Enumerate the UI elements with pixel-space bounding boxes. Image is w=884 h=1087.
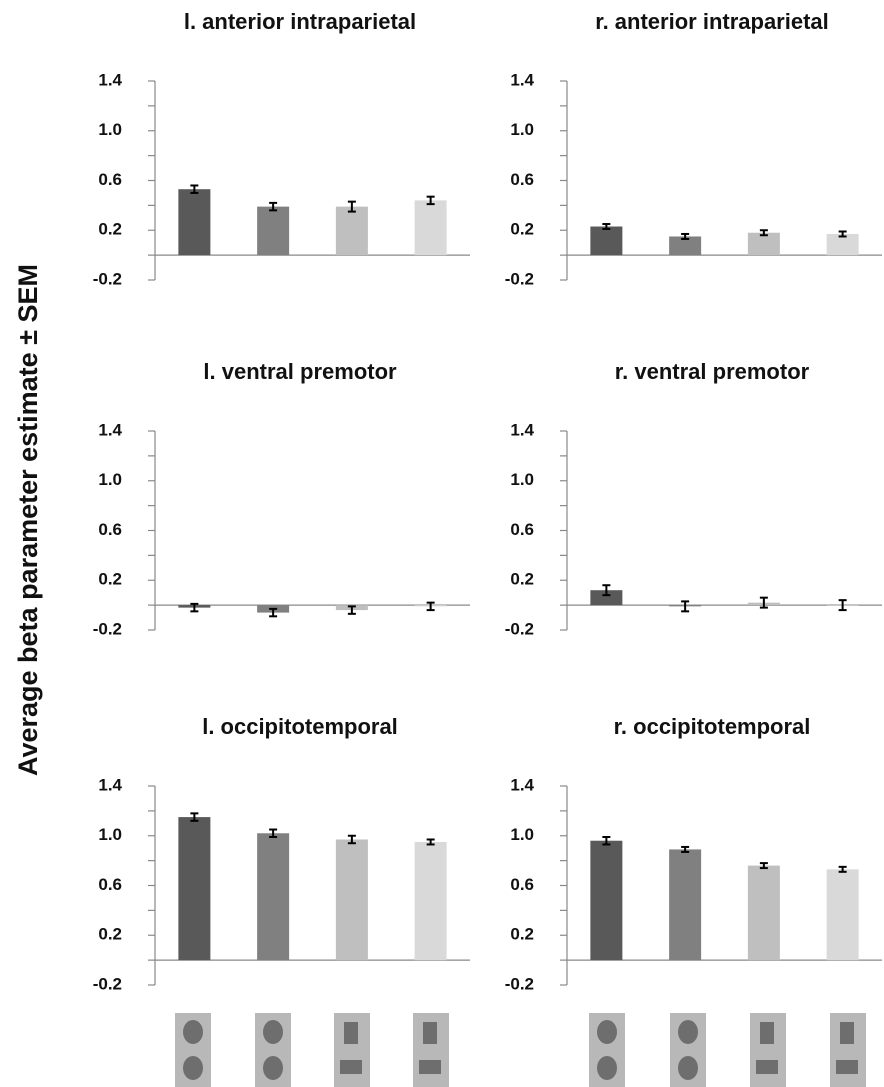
error-bar [838,865,847,873]
y-tick-label: 0.6 [98,520,122,539]
chart-title: l. anterior intraparietal [184,9,416,34]
error-bar [190,602,199,613]
bar [747,232,780,256]
y-tick-label: -0.2 [505,619,534,638]
y-tick-label: -0.2 [93,269,122,288]
bar [590,840,623,961]
error-bar [190,184,199,194]
y-tick-label: 1.0 [98,825,122,844]
y-tick-label: 0.6 [98,875,122,894]
y-tick-label: 0.2 [510,220,534,239]
y-tick-label: 1.0 [510,470,534,489]
bar [414,200,447,256]
bar [414,841,447,961]
y-tick-label: 1.4 [510,775,534,794]
bar [335,206,368,256]
error-bar [269,828,278,838]
y-tick-label: 1.4 [98,420,122,439]
bar [590,226,623,256]
error-bar [426,601,435,612]
error-bar [269,607,278,618]
error-bar [602,835,611,846]
y-tick-label: 0.2 [510,925,534,944]
error-bar [681,232,690,240]
y-tick-label: 0.2 [98,925,122,944]
error-bar [426,195,435,206]
y-tick-label: 0.2 [98,220,122,239]
bar [178,817,211,961]
error-bar [838,230,847,238]
y-tick-label: 1.0 [98,120,122,139]
y-tick-label: 0.2 [98,570,122,589]
y-tick-label: -0.2 [93,619,122,638]
chart-title: r. occipitotemporal [614,714,811,739]
error-bar [681,600,690,613]
y-tick-label: 0.6 [510,170,534,189]
error-bar [838,599,847,612]
chart-title: l. ventral premotor [203,359,397,384]
chart-title: l. occipitotemporal [202,714,398,739]
error-bar [347,834,356,845]
y-tick-label: 1.0 [98,470,122,489]
chart-title: r. ventral premotor [615,359,810,384]
bar [257,206,290,256]
error-bar [426,838,435,846]
chart-title: r. anterior intraparietal [595,9,829,34]
bar [826,869,859,961]
y-tick-label: 1.4 [98,775,122,794]
error-bar [190,812,199,822]
error-bar [759,862,768,870]
bar [669,849,702,961]
error-bar [602,223,611,231]
y-tick-label: 0.6 [510,520,534,539]
bar [747,865,780,961]
bar [335,839,368,961]
error-bar [269,201,278,212]
error-bar [602,584,611,597]
stimulus-shapes [183,1020,858,1080]
y-tick-label: 0.6 [510,875,534,894]
error-bar [347,200,356,213]
bar [178,189,211,256]
y-tick-label: 1.4 [98,70,122,89]
y-tick-label: 0.2 [510,570,534,589]
y-tick-label: 1.0 [510,825,534,844]
y-tick-label: 1.4 [510,420,534,439]
y-tick-label: -0.2 [505,269,534,288]
bar [669,236,702,256]
error-bar [759,596,768,609]
bar [257,833,290,961]
y-tick-label: 1.0 [510,120,534,139]
y-axis-label: Average beta parameter estimate ± SEM [13,264,43,776]
error-bar [759,229,768,237]
bar [826,233,859,256]
y-tick-label: -0.2 [93,974,122,993]
bar [590,590,623,606]
error-bar [681,845,690,853]
y-tick-label: 0.6 [98,170,122,189]
y-tick-label: -0.2 [505,974,534,993]
error-bar [347,605,356,615]
y-tick-label: 1.4 [510,70,534,89]
